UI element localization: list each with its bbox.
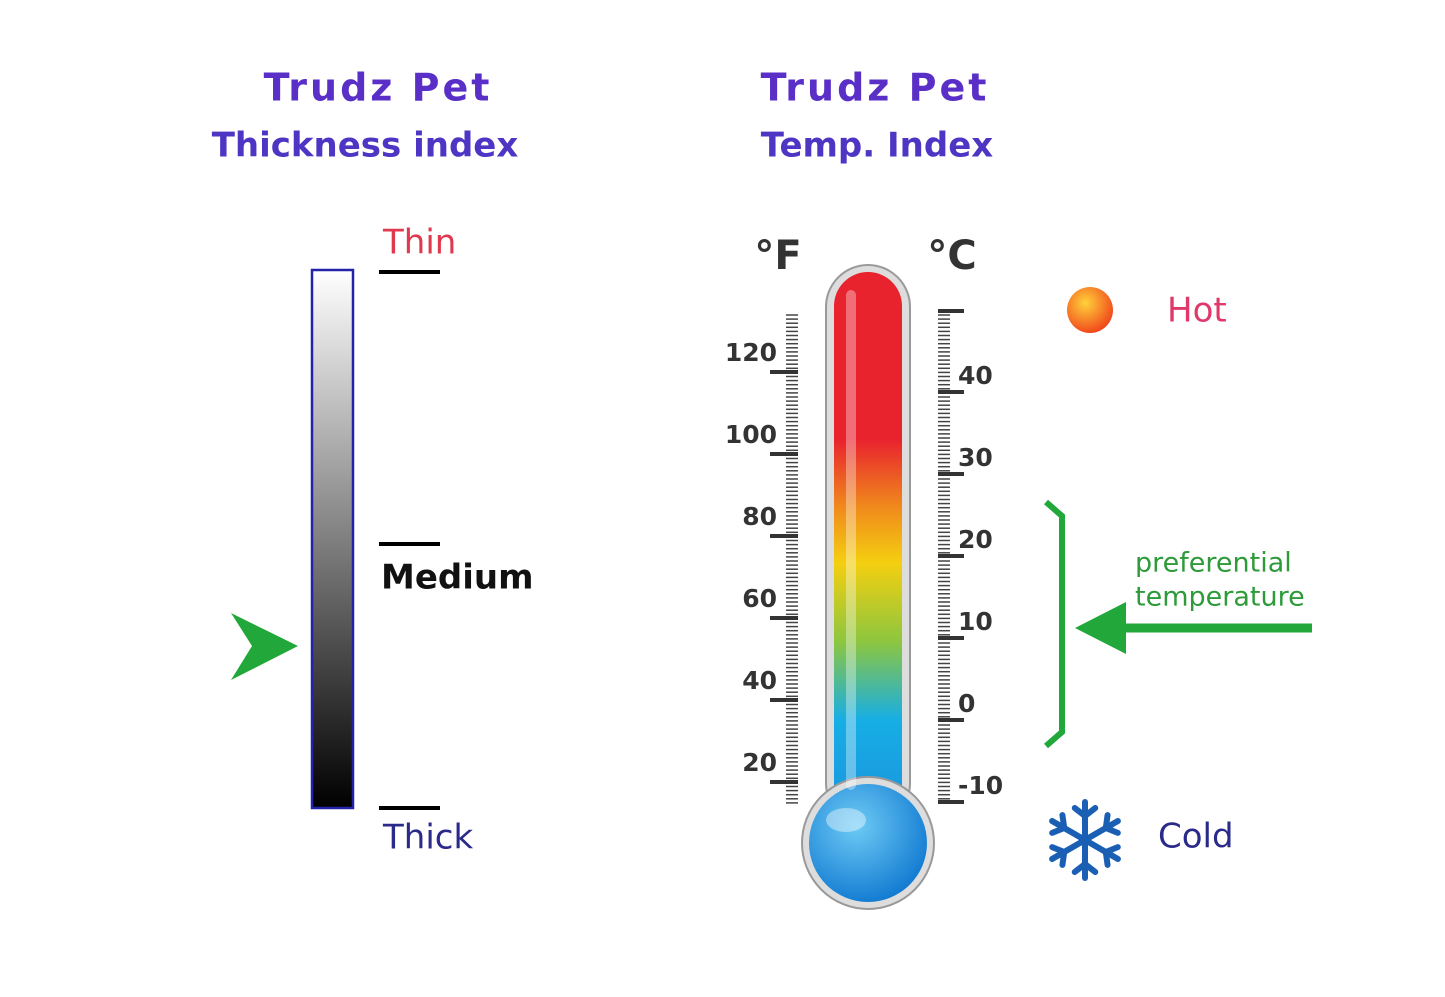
f-tick-label: 100 [725, 420, 777, 449]
bulb [809, 784, 927, 902]
tube-shine [846, 290, 856, 790]
sun-icon [1067, 287, 1113, 333]
celsius-unit: °C [927, 233, 976, 279]
flake-arm [1082, 837, 1121, 862]
left-title: Trudz Pet [264, 66, 493, 110]
f-tick-label: 80 [742, 502, 777, 531]
level-thick: Thick [382, 818, 473, 858]
left-subtitle: Thickness index [212, 126, 519, 166]
level-thin: Thin [382, 223, 456, 263]
c-tick-label: 40 [958, 361, 993, 390]
right-title: Trudz Pet [761, 66, 990, 110]
f-tick-label: 40 [742, 666, 777, 695]
tube-fill [834, 272, 902, 832]
flake-branch [1059, 849, 1068, 868]
flake-branch [1102, 844, 1121, 855]
arrow-head [1075, 602, 1126, 654]
thickness-bar [310, 268, 355, 810]
f-tick-label: 60 [742, 584, 777, 613]
bulb-shine [826, 808, 866, 832]
fahrenheit-unit: °F [754, 233, 801, 279]
note-line-2: temperature [1135, 582, 1305, 613]
flake-arm [1049, 837, 1088, 862]
flake-branch [1082, 861, 1099, 875]
flake-branch [1071, 805, 1088, 819]
hot-label: Hot [1167, 291, 1227, 331]
level-medium: Medium [381, 558, 534, 598]
c-tick-label: 30 [958, 443, 993, 472]
range-bracket [1044, 499, 1065, 749]
flake-arm [1082, 818, 1121, 843]
pointer-arrow [231, 613, 298, 680]
c-tick-label: -10 [958, 771, 1003, 800]
cold-label: Cold [1158, 817, 1234, 857]
c-tick-label: 0 [958, 689, 975, 718]
note-line-1: preferential [1135, 548, 1292, 579]
level-lines [379, 270, 440, 810]
snowflake-icon [1049, 799, 1121, 881]
f-tick-label: 20 [742, 748, 777, 777]
c-tick-label: 10 [958, 607, 993, 636]
flake-branch [1049, 825, 1068, 836]
f-tick-label: 120 [725, 338, 777, 367]
c-tick-label: 20 [958, 525, 993, 554]
flake-branch [1102, 812, 1111, 831]
right-subtitle: Temp. Index [761, 126, 994, 166]
flake-arm [1049, 818, 1088, 843]
